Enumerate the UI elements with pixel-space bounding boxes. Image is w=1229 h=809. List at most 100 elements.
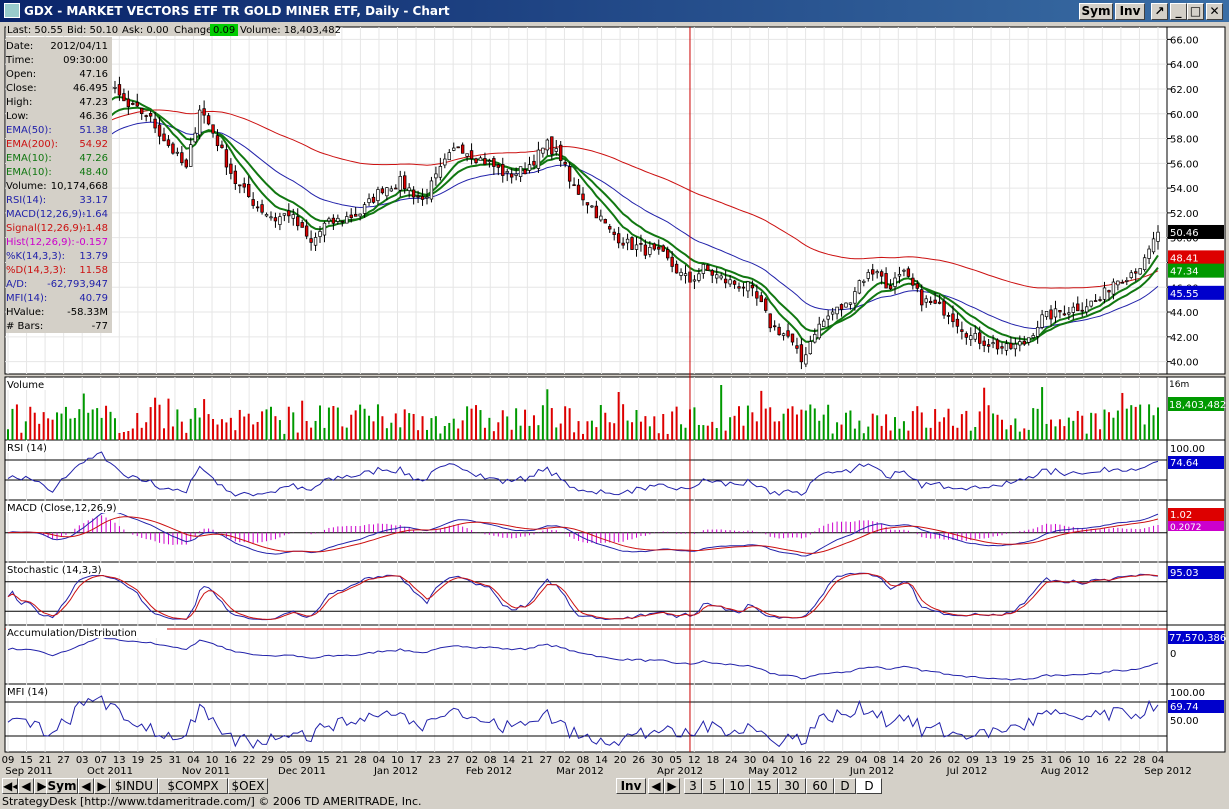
- interval-daily-active[interactable]: D: [856, 778, 882, 794]
- minimize-icon[interactable]: _: [1170, 3, 1187, 20]
- x-day-label: 25: [150, 755, 163, 766]
- x-day-label: 15: [317, 755, 330, 766]
- candle: [420, 195, 425, 200]
- sym-next-icon[interactable]: ▶: [94, 778, 110, 794]
- candle: [318, 231, 322, 237]
- candle: [180, 152, 184, 164]
- candle: [1120, 281, 1125, 284]
- interval-15[interactable]: 15: [750, 778, 778, 794]
- x-month-label: Feb 2012: [466, 766, 512, 776]
- candle: [545, 139, 550, 151]
- data-box-label: %D(14,3,3):: [6, 265, 66, 276]
- interval-10[interactable]: 10: [724, 778, 750, 794]
- candle: [523, 169, 527, 175]
- rsi-tick-label: 100.00: [1170, 444, 1205, 455]
- data-box-value: 09:30:00: [63, 55, 108, 66]
- candle: [278, 216, 282, 225]
- volume-label-box: [1168, 397, 1224, 411]
- candle: [648, 246, 652, 255]
- price-label: 45.55: [1170, 289, 1199, 300]
- sym-prev-icon[interactable]: ◀: [78, 778, 94, 794]
- candle: [255, 206, 260, 209]
- watchlist-tab[interactable]: $OEX: [228, 778, 268, 794]
- inv-button[interactable]: Inv: [1115, 3, 1145, 20]
- inv-next-icon[interactable]: ▶: [664, 778, 680, 794]
- candle: [594, 205, 599, 219]
- candle: [1125, 280, 1129, 282]
- candle: [969, 335, 973, 340]
- inv-prev-icon[interactable]: ◀: [648, 778, 664, 794]
- interval-3[interactable]: 3: [684, 778, 702, 794]
- candle: [871, 269, 875, 275]
- link-icon[interactable]: ↗: [1151, 3, 1168, 20]
- maximize-icon[interactable]: □: [1187, 3, 1204, 20]
- scroll-left-icon[interactable]: ◀: [18, 778, 34, 794]
- candle: [340, 220, 344, 223]
- x-day-label: 29: [836, 755, 849, 766]
- candle: [162, 133, 166, 142]
- ad-last-label: 77,570,386: [1169, 633, 1226, 644]
- candle: [567, 166, 572, 182]
- panel-price: [4, 26, 1168, 375]
- data-box-label: EMA(50):: [6, 125, 52, 136]
- candle: [514, 173, 518, 176]
- candle: [536, 149, 541, 169]
- candle: [634, 244, 639, 250]
- data-box-value: 33.17: [79, 195, 108, 206]
- watchlist-tab[interactable]: $INDU: [110, 778, 158, 794]
- candle: [501, 164, 505, 176]
- data-box-value: 47.23: [79, 97, 108, 108]
- candle: [777, 326, 781, 336]
- candle: [206, 115, 211, 125]
- chart-area[interactable]: 40.0042.0044.0046.0048.0050.0052.0054.00…: [0, 22, 1229, 776]
- interval-daily[interactable]: D: [834, 778, 856, 794]
- candle: [242, 183, 246, 188]
- sym-tab[interactable]: Sym: [46, 778, 78, 794]
- scroll-first-icon[interactable]: ◀◀: [2, 778, 18, 794]
- candle: [790, 333, 795, 343]
- interval-30[interactable]: 30: [778, 778, 806, 794]
- x-day-label: 28: [354, 755, 367, 766]
- sym-button[interactable]: Sym: [1079, 3, 1113, 20]
- interval-5[interactable]: 5: [702, 778, 724, 794]
- candle: [1080, 309, 1084, 312]
- mfi-tick-label: 50.00: [1170, 716, 1199, 727]
- x-day-label: 07: [94, 755, 107, 766]
- watchlist-tab[interactable]: $COMPX: [158, 778, 228, 794]
- x-day-label: 22: [1115, 755, 1128, 766]
- candle: [202, 108, 206, 116]
- quote-bid: Bid: 50.10: [67, 25, 118, 36]
- x-day-label: 08: [873, 755, 886, 766]
- candle: [296, 216, 300, 227]
- price-label: 50.46: [1170, 228, 1199, 239]
- candle: [166, 139, 171, 146]
- price-label: 48.41: [1170, 253, 1199, 264]
- x-day-label: 22: [818, 755, 831, 766]
- close-icon[interactable]: ✕: [1206, 3, 1223, 20]
- x-day-label: 10: [781, 755, 794, 766]
- candle: [144, 115, 148, 117]
- candle: [897, 274, 902, 277]
- candle: [469, 150, 474, 160]
- candle: [817, 323, 821, 339]
- x-day-label: 10: [206, 755, 219, 766]
- x-day-label: 20: [614, 755, 627, 766]
- x-day-label: 02: [558, 755, 571, 766]
- candle: [853, 291, 857, 304]
- candle: [692, 279, 697, 282]
- x-day-label: 28: [1133, 755, 1146, 766]
- inv-tab[interactable]: Inv: [616, 778, 646, 794]
- x-day-label: 23: [428, 755, 441, 766]
- data-box-label: EMA(10):: [6, 167, 52, 178]
- quote-change-value: 0.09: [213, 25, 235, 36]
- mfi-label-box: [1168, 700, 1224, 713]
- candle: [679, 271, 683, 276]
- data-box-value: 47.26: [79, 153, 108, 164]
- candle: [153, 118, 157, 129]
- candle: [550, 136, 554, 155]
- volume-axis-label: 16m: [1169, 380, 1189, 390]
- interval-60[interactable]: 60: [806, 778, 834, 794]
- data-box-label: Time:: [5, 55, 34, 66]
- candle: [982, 340, 986, 346]
- candle: [719, 275, 723, 279]
